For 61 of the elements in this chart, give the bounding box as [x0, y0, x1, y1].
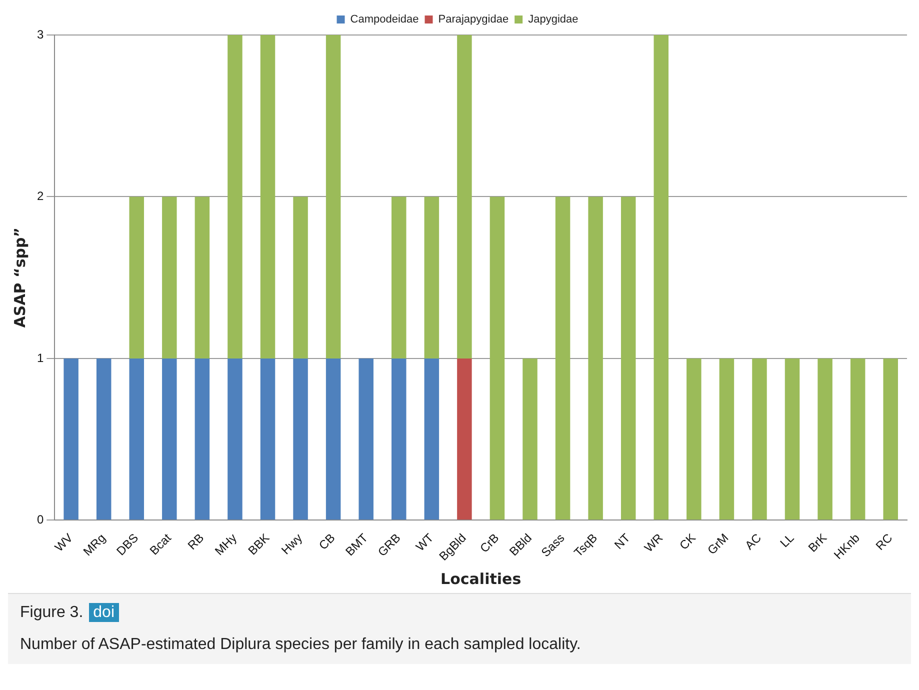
legend-label: Japygidae [528, 14, 578, 26]
x-tick-label: LL [777, 530, 797, 550]
bar [818, 358, 832, 520]
bar [129, 358, 144, 520]
legend-label: Parajapygidae [438, 14, 509, 26]
x-tick-label: WT [413, 530, 437, 554]
bar [686, 358, 702, 520]
bar [96, 358, 112, 520]
x-tick-label: RC [872, 530, 896, 553]
x-tick-label: AC [742, 530, 764, 553]
bar [850, 358, 866, 520]
bar [162, 358, 177, 520]
y-tick-label: 2 [36, 189, 44, 204]
bar [228, 35, 242, 358]
bar [293, 196, 308, 358]
x-axis-title: Localities [440, 570, 522, 588]
bar [883, 358, 898, 520]
bar [457, 35, 472, 358]
y-axis-title: ASAP “spp” [10, 227, 29, 328]
text: Number of ASAP-estimated Diplura species per family in each sampled locality. [20, 636, 582, 654]
bar [752, 358, 767, 520]
x-tick-label: GrM [704, 530, 732, 558]
legend-label: Campodeidae [350, 14, 419, 26]
bar [326, 35, 341, 358]
x-tick-label: NT [612, 530, 634, 552]
bar [654, 35, 669, 520]
bar [129, 196, 144, 358]
bar [490, 196, 505, 520]
text: doi [89, 603, 118, 622]
bar [392, 358, 406, 520]
bar [392, 196, 406, 358]
bar [424, 196, 440, 358]
x-tick-label: CrB [477, 530, 502, 556]
y-tick-label: 1 [36, 350, 44, 365]
x-tick-label: WV [52, 530, 76, 554]
x-tick-label: BrK [805, 530, 830, 555]
bar [260, 35, 276, 358]
x-tick-label: WR [642, 530, 666, 555]
bar [719, 358, 734, 520]
bar [457, 358, 472, 520]
x-tick-label: CK [676, 530, 698, 553]
bar [194, 358, 210, 520]
bar [293, 358, 308, 520]
bar [162, 196, 177, 358]
bar [555, 196, 570, 520]
x-tick-label: CB [316, 530, 338, 553]
bar [326, 358, 341, 520]
y-tick-label: 3 [36, 27, 44, 42]
x-tick-label: RB [184, 530, 207, 553]
bar [228, 358, 242, 520]
bar [194, 196, 210, 358]
bar [620, 196, 636, 520]
bar [424, 358, 440, 520]
y-tick-label: 0 [36, 512, 44, 526]
bar [64, 358, 78, 520]
bar [358, 358, 374, 520]
bar [522, 358, 538, 520]
caption: Figure 3. [20, 604, 84, 621]
bar [260, 358, 276, 520]
bar [784, 358, 800, 520]
bar [588, 196, 603, 520]
